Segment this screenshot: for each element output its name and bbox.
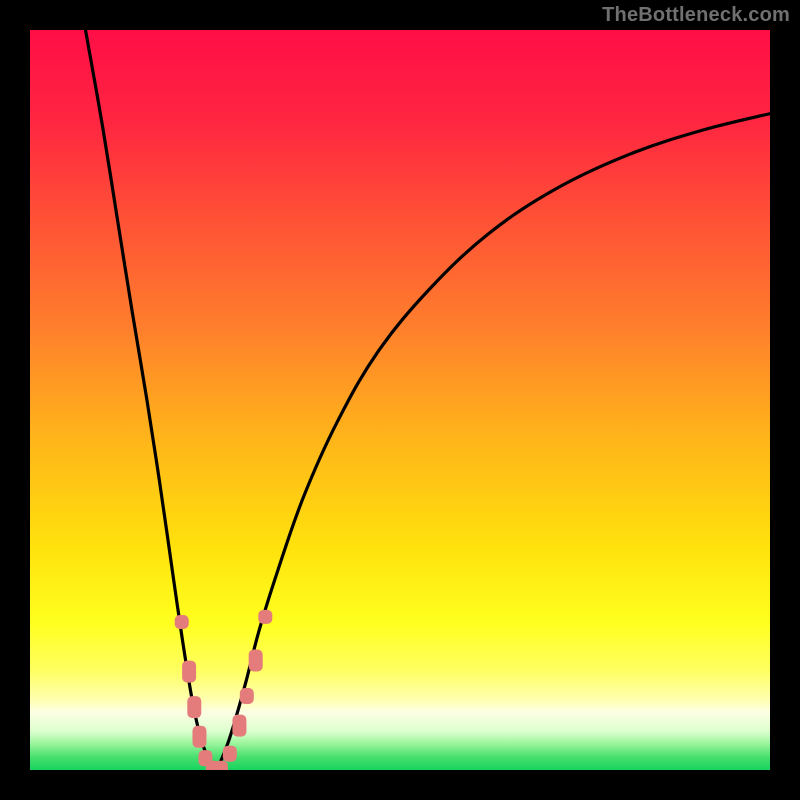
data-marker <box>187 696 201 718</box>
plot-svg <box>30 30 770 770</box>
data-marker <box>175 615 189 629</box>
plot-area <box>30 30 770 770</box>
data-marker <box>249 649 263 671</box>
chart-frame: TheBottleneck.com <box>0 0 800 800</box>
data-marker <box>192 726 206 748</box>
data-marker <box>223 746 237 762</box>
data-marker <box>182 661 196 683</box>
gradient-backdrop <box>30 30 770 770</box>
data-marker <box>240 688 254 704</box>
data-marker <box>214 761 228 770</box>
data-marker <box>258 610 272 624</box>
data-marker <box>232 715 246 737</box>
watermark-label: TheBottleneck.com <box>602 4 790 27</box>
